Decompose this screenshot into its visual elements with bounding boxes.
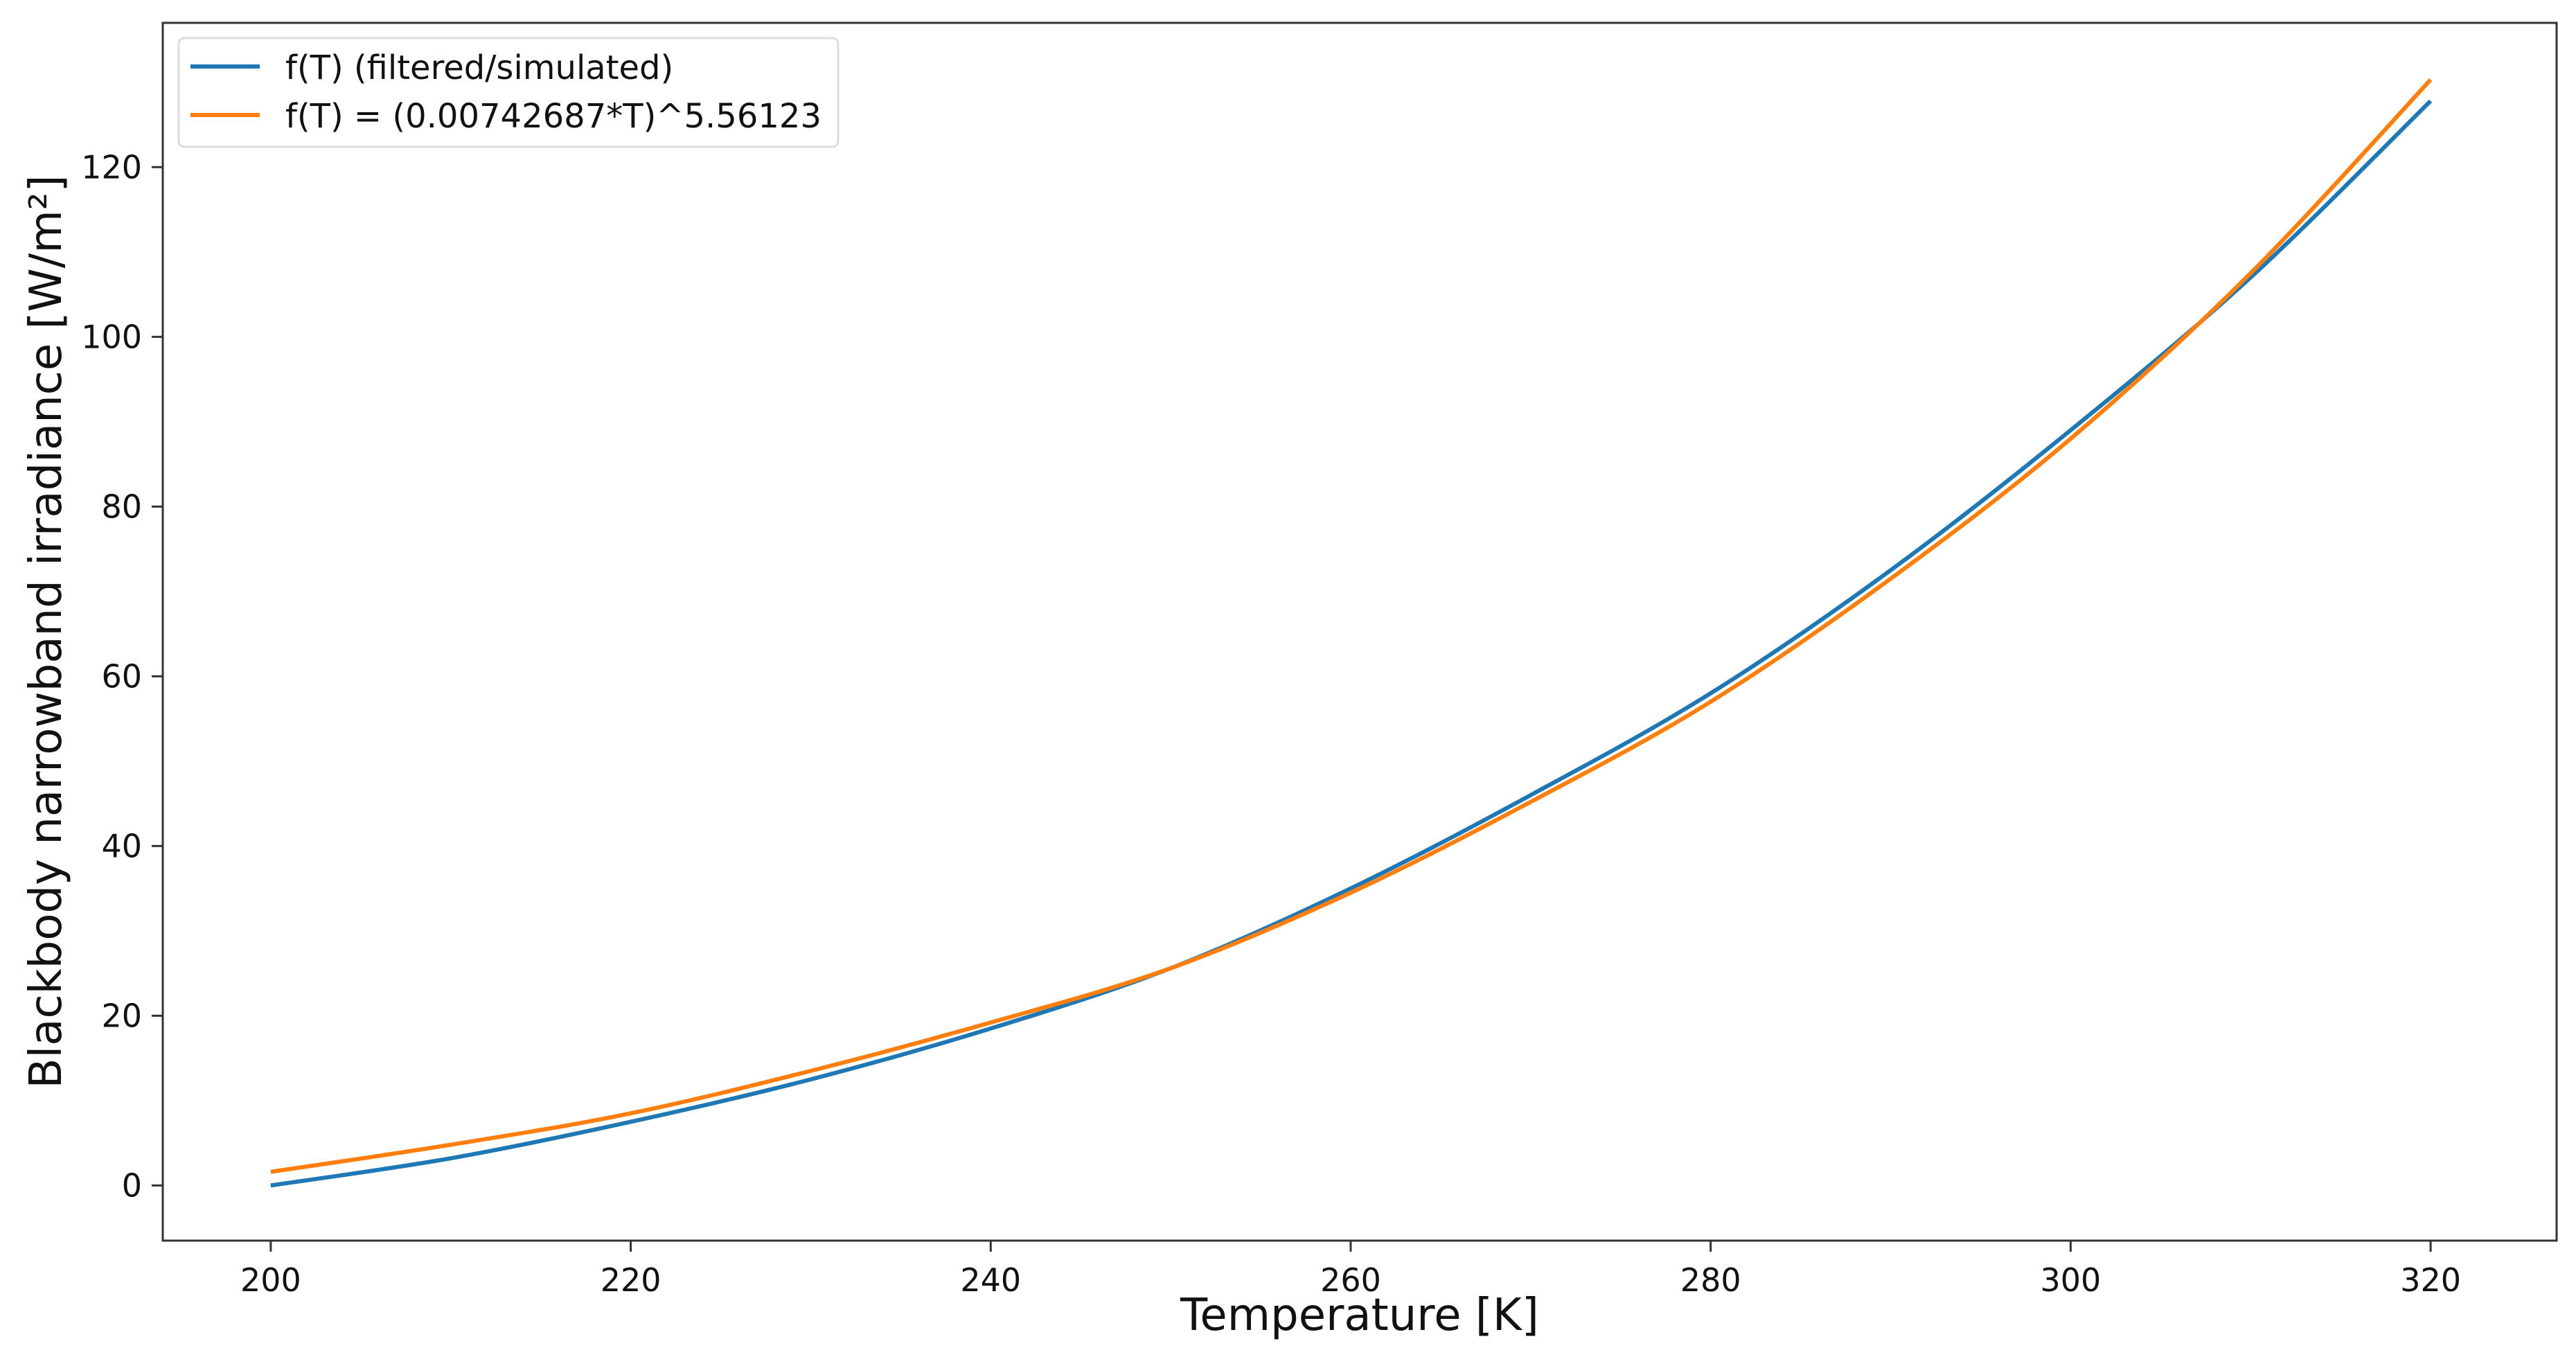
axes-frame bbox=[161, 21, 2558, 1242]
y-ticks: 0 20 40 60 80 100 120 bbox=[81, 148, 163, 1204]
series-line-1 bbox=[270, 78, 2433, 1174]
legend: f(T) (filtered/simulated) f(T) = (0.0074… bbox=[177, 37, 840, 148]
y-tick-label: 60 bbox=[101, 657, 142, 695]
x-axis-label: Temperature [K] bbox=[1180, 1290, 1539, 1341]
y-tick-label: 40 bbox=[101, 827, 142, 864]
y-tick-label: 0 bbox=[122, 1167, 142, 1204]
x-ticks: 200 220 240 260 280 300 320 bbox=[240, 1241, 2461, 1299]
legend-label-simulated: f(T) (filtered/simulated) bbox=[285, 48, 673, 87]
y-tick-label: 80 bbox=[101, 488, 142, 525]
y-tick-label: 100 bbox=[81, 318, 142, 355]
plot-lines bbox=[270, 78, 2433, 1188]
legend-box bbox=[177, 37, 840, 148]
x-tick-label: 240 bbox=[960, 1261, 1021, 1299]
x-tick-label: 200 bbox=[240, 1261, 301, 1299]
y-tick-label: 20 bbox=[101, 997, 142, 1034]
y-axis-label: Blackbody narrowband irradiance [W/m²] bbox=[21, 175, 72, 1089]
series-line-0 bbox=[270, 99, 2433, 1188]
x-tick-label: 320 bbox=[2400, 1261, 2461, 1299]
x-tick-label: 260 bbox=[1320, 1261, 1381, 1299]
y-tick-label: 120 bbox=[81, 148, 142, 186]
x-tick-label: 280 bbox=[1680, 1261, 1741, 1299]
x-tick-label: 220 bbox=[601, 1261, 661, 1299]
legend-label-fit: f(T) = (0.00742687*T)^5.56123 bbox=[285, 97, 821, 136]
x-tick-label: 300 bbox=[2040, 1261, 2101, 1299]
